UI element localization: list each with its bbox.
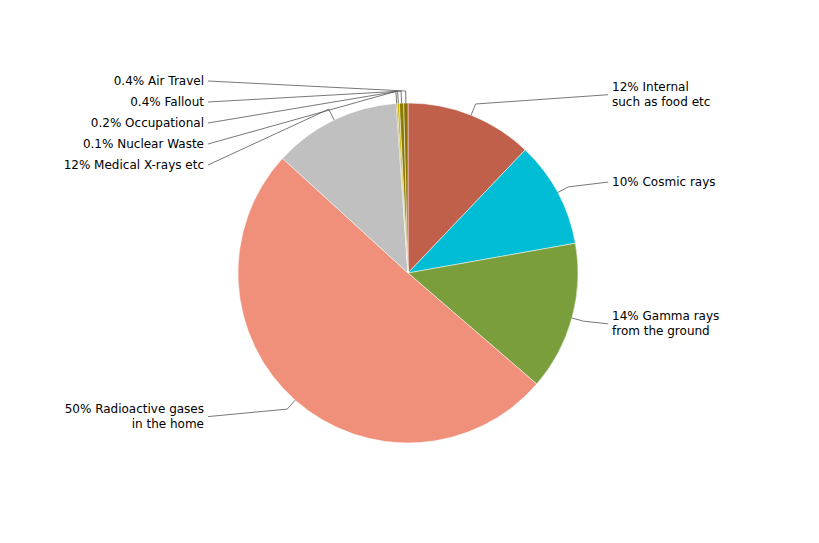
svg-text:0.1% Nuclear Waste: 0.1% Nuclear Waste xyxy=(83,137,204,151)
svg-text:0.2% Occupational: 0.2% Occupational xyxy=(91,116,204,130)
svg-text:0.4% Fallout: 0.4% Fallout xyxy=(130,95,204,109)
svg-text:12% Medical X-rays etc: 12% Medical X-rays etc xyxy=(64,158,204,172)
svg-text:50% Radioactive gasesin the ho: 50% Radioactive gasesin the home xyxy=(65,402,204,431)
svg-text:12% Internalsuch as food etc: 12% Internalsuch as food etc xyxy=(612,80,710,109)
svg-text:14% Gamma raysfrom the ground: 14% Gamma raysfrom the ground xyxy=(612,309,719,338)
svg-text:0.4% Air Travel: 0.4% Air Travel xyxy=(114,74,204,88)
svg-text:10% Cosmic rays: 10% Cosmic rays xyxy=(612,175,716,189)
